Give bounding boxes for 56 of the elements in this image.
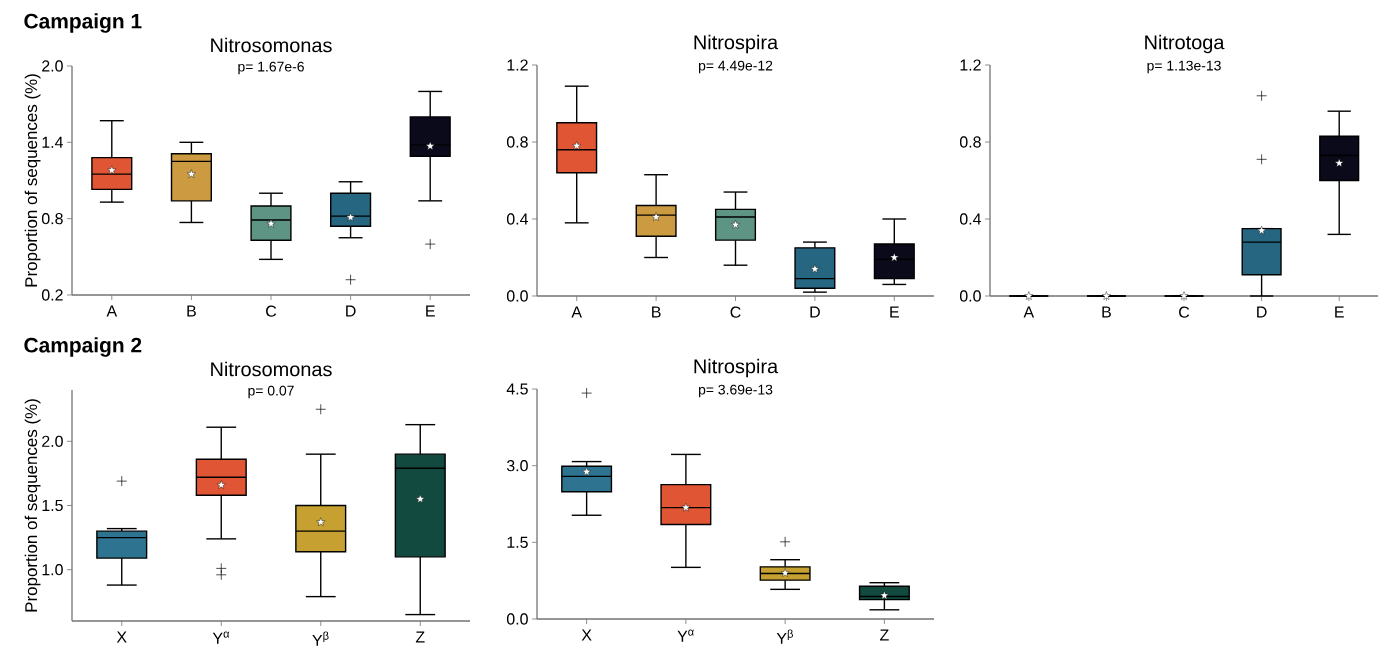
y-tick-label: 0.0 [506,613,528,625]
x-tick-label: E [1335,306,1344,318]
x-tick-label: B [1102,306,1111,318]
x-tick-label: Z [415,631,425,643]
chart-subtitle: p= 1.13e-13 [1147,60,1221,74]
text: Campaign 1 [24,13,142,33]
y-tick-label: 1.4 [42,136,64,148]
y-tick-label: 0.4 [959,213,982,225]
chart-subtitle: p= 0.07 [248,385,294,399]
chart-title: Nitrotoga [1145,34,1225,54]
y-tick-label: 0.2 [41,289,63,301]
x-tick-label: X [116,631,127,643]
y-tick-label: 0.0 [959,290,981,302]
y-tick-label: 1.2 [507,59,528,71]
y-tick-label: 1.5 [42,499,63,512]
x-tick-label: A [1023,306,1035,318]
chart-title: Nitrospira [694,358,779,378]
x-tick-label: C [730,306,741,318]
x-tick-label: Y$^{β}$ [776,629,793,644]
y-tick-label: 0.0 [506,290,528,302]
x-tick-label: D [346,305,356,317]
x-tick-label: A [106,305,118,317]
y-tick-label: 0.8 [41,213,63,225]
y-tick-label: 2.0 [42,435,63,447]
chart-title: Nitrosomonas [211,37,332,53]
y-tick-label: 2.0 [42,60,63,72]
y-axis-title: Proportion of sequences (%) [24,74,41,287]
y-tick-label: 3.0 [506,460,528,472]
x-tick-label: Y$^{α}$ [212,631,230,644]
chart-title: Nitrospira [694,34,779,54]
y-tick-label: 1.2 [960,59,981,71]
x-tick-label: C [1179,306,1190,318]
y-tick-label: 1.5 [507,536,528,548]
x-tick-label: C [266,305,277,317]
chart-subtitle: p= 1.67e-6 [238,61,304,75]
x-tick-label: E [426,305,435,317]
y-tick-label: 0.8 [506,136,528,148]
y-axis-title: Proportion of sequences (%) [24,399,41,612]
x-tick-label: D [1257,306,1267,318]
y-tick-label: 0.4 [506,213,529,225]
x-tick-label: Y$^{β}$ [312,631,329,646]
x-tick-label: B [652,306,661,318]
x-tick-label: E [890,306,899,318]
y-tick-label: 1.0 [42,564,63,576]
x-tick-label: B [187,305,196,317]
chart-title: Nitrosomonas [211,361,332,377]
chart-subtitle: p= 3.69e-13 [698,384,773,398]
x-tick-label: D [810,306,820,318]
chart-subtitle: p= 4.49e-12 [698,60,773,74]
x-tick-label: X [581,629,592,641]
x-tick-label: A [571,306,582,318]
text: Campaign 2 [24,337,142,357]
y-tick-label: 0.8 [959,136,981,148]
x-tick-label: Z [880,629,889,641]
y-tick-label: 4.5 [506,383,528,395]
x-tick-label: Y$^{α}$ [677,629,694,642]
